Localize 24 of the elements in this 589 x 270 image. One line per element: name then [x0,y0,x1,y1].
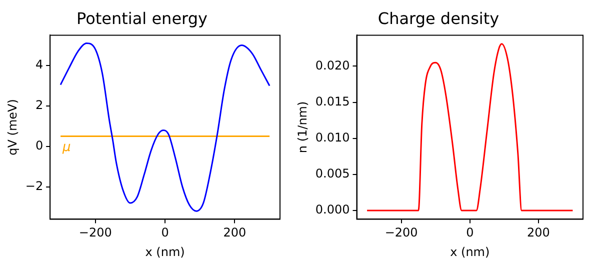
y-tick-label: 0.000 [315,202,350,217]
x-tick-label: 200 [526,226,550,240]
y-tick-label: 4 [35,58,44,72]
x-axis-title: x (nm) [450,244,490,259]
x-tick-label: −200 [78,226,112,240]
y-tick-label: 2 [35,98,44,112]
x-tick-label: −200 [384,226,418,240]
y-tick-label: 0.005 [315,166,350,181]
chart-title: Potential energy [76,8,208,28]
line-series [60,42,270,212]
y-axis-title: qV (meV) [5,99,20,156]
chart-title: Charge density [378,8,500,28]
y-axis-title: n (1/nm) [295,101,310,154]
y-tick-label: −2 [25,178,44,193]
y-tick-label: 0.010 [315,130,350,145]
x-tick-label: 0 [466,226,474,240]
y-tick-label: 0 [35,138,44,153]
x-axis-title: x (nm) [145,244,185,259]
series-label: μ [62,140,71,156]
y-tick-label: 0.020 [315,58,350,72]
x-tick-label: 0 [161,226,169,240]
y-tick-label: 0.015 [315,94,350,108]
line-series [366,43,574,212]
x-tick-label: 200 [223,226,246,240]
